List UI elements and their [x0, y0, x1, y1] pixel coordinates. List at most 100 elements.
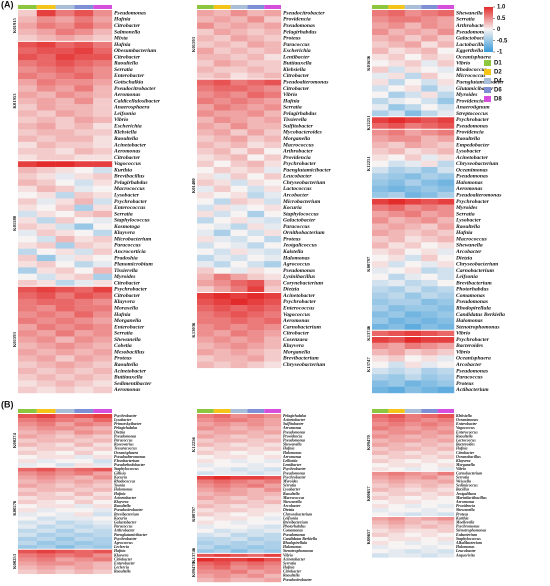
heatmap-cell: [213, 286, 231, 293]
row-label: Aeromonas: [455, 500, 475, 504]
heatmap-cell: [55, 173, 75, 180]
heatmap-cell: [213, 483, 231, 488]
heatmap-cell: [421, 532, 438, 538]
heatmap-cell: [74, 553, 94, 558]
heatmap-cell: [197, 361, 214, 369]
heatmap-cell: [213, 553, 231, 558]
row-label: Pelagirhabdus: [114, 426, 138, 430]
row-label: Salmonella: [114, 29, 140, 35]
heatmap-cell: [18, 438, 37, 443]
heatmap-cell: [230, 79, 248, 86]
row-label: Proteus: [283, 236, 301, 242]
row-label: Rhodopirellula: [283, 541, 307, 545]
heatmap-cell: [372, 223, 389, 230]
heatmap-cell: [388, 166, 405, 174]
heatmap-cell: [421, 91, 438, 99]
heatmap-cell: [264, 491, 282, 497]
heatmap-cell: [421, 242, 438, 249]
heatmap-cell: [421, 504, 438, 509]
heatmap-cell: [437, 148, 455, 155]
heatmap-cell: [372, 135, 389, 143]
heatmap-cell: [36, 414, 56, 419]
heatmap-cell: [404, 28, 422, 36]
heatmap-cell: [18, 185, 37, 193]
row-label: Providencia: [283, 434, 302, 438]
heatmap-cell: [421, 361, 438, 369]
heatmap-cell: [421, 520, 438, 525]
heatmap-cell: [437, 185, 455, 193]
heatmap-cell: [213, 279, 231, 287]
heatmap-cell: [230, 446, 248, 452]
heatmap-cell: [388, 10, 405, 17]
row-label: Arcobacter: [282, 504, 301, 508]
heatmap-cell: [388, 336, 405, 343]
heatmap-cell: [247, 129, 265, 136]
sample-strip: [18, 5, 37, 9]
heatmap-cell: [213, 148, 231, 155]
heatmap-cell: [197, 28, 214, 36]
heatmap-cell: [18, 110, 37, 117]
heatmap-cell: [437, 459, 455, 464]
heatmap-cell: [197, 487, 214, 493]
heatmap-cell: [55, 361, 75, 369]
row-label: Citrobacter: [114, 23, 141, 29]
heatmap-cell: [437, 91, 455, 99]
heatmap-cell: [230, 261, 248, 268]
heatmap-cell: [18, 60, 37, 67]
heatmap-cell: [437, 475, 455, 480]
heatmap-cell: [197, 104, 214, 111]
heatmap-cell: [404, 342, 422, 350]
heatmap-cell: [230, 22, 248, 30]
row-label: Microbacterium: [282, 199, 321, 205]
heatmap-cell: [55, 545, 75, 550]
heatmap-cell: [264, 129, 282, 136]
heatmap-cell: [372, 267, 389, 274]
heatmap-cell: [197, 236, 214, 243]
heatmap-cell: [437, 549, 455, 554]
heatmap-cell: [36, 91, 56, 99]
heatmap-cell: [230, 242, 248, 249]
heatmap-cell: [213, 298, 231, 306]
heatmap-cell: [36, 422, 56, 427]
heatmap-cell: [74, 166, 94, 174]
heatmap-cell: [388, 386, 405, 394]
heatmap-cell: [421, 528, 438, 534]
heatmap-cell: [388, 267, 405, 274]
row-label: Hafnia: [113, 17, 131, 23]
heatmap-cell: [93, 204, 113, 212]
heatmap-cell: [388, 467, 405, 472]
heatmap-cell: [372, 317, 389, 325]
heatmap-cell: [264, 104, 282, 111]
heatmap-cell: [18, 10, 37, 17]
heatmap-cell: [74, 135, 94, 143]
heatmap-cell: [74, 569, 94, 575]
heatmap-cell: [421, 204, 438, 212]
heatmap-cell: [74, 467, 94, 472]
heatmap-cell: [197, 512, 214, 517]
heatmap-cell: [264, 217, 282, 224]
heatmap-cell: [372, 60, 389, 67]
heatmap-cell: [437, 500, 455, 505]
heatmap-cell: [93, 210, 113, 218]
row-label: Serratia: [456, 475, 469, 479]
heatmap-cell: [230, 336, 248, 343]
heatmap-cell: [93, 261, 113, 268]
row-label: Paracoccus: [456, 375, 483, 381]
row-label: Acinetobacter: [113, 496, 137, 500]
heatmap-cell: [197, 135, 214, 143]
heatmap-cell: [404, 355, 422, 362]
heatmap-cell: [36, 47, 56, 55]
heatmap-cell: [18, 442, 37, 447]
heatmap-cell: [247, 323, 265, 331]
row-label: Pseudomonas: [114, 434, 137, 438]
row-label: Citrobacter: [114, 155, 141, 161]
heatmap-cell: [404, 198, 422, 205]
heatmap-cell: [230, 549, 248, 554]
heatmap-cell: [247, 475, 265, 480]
heatmap-cell: [404, 135, 422, 143]
colorbar-tick-label: -0.5: [497, 38, 508, 44]
heatmap-cell: [18, 298, 37, 306]
heatmap-cell: [372, 495, 389, 501]
heatmap-cell: [230, 561, 248, 566]
row-label: Rhodopirellula: [455, 306, 491, 312]
